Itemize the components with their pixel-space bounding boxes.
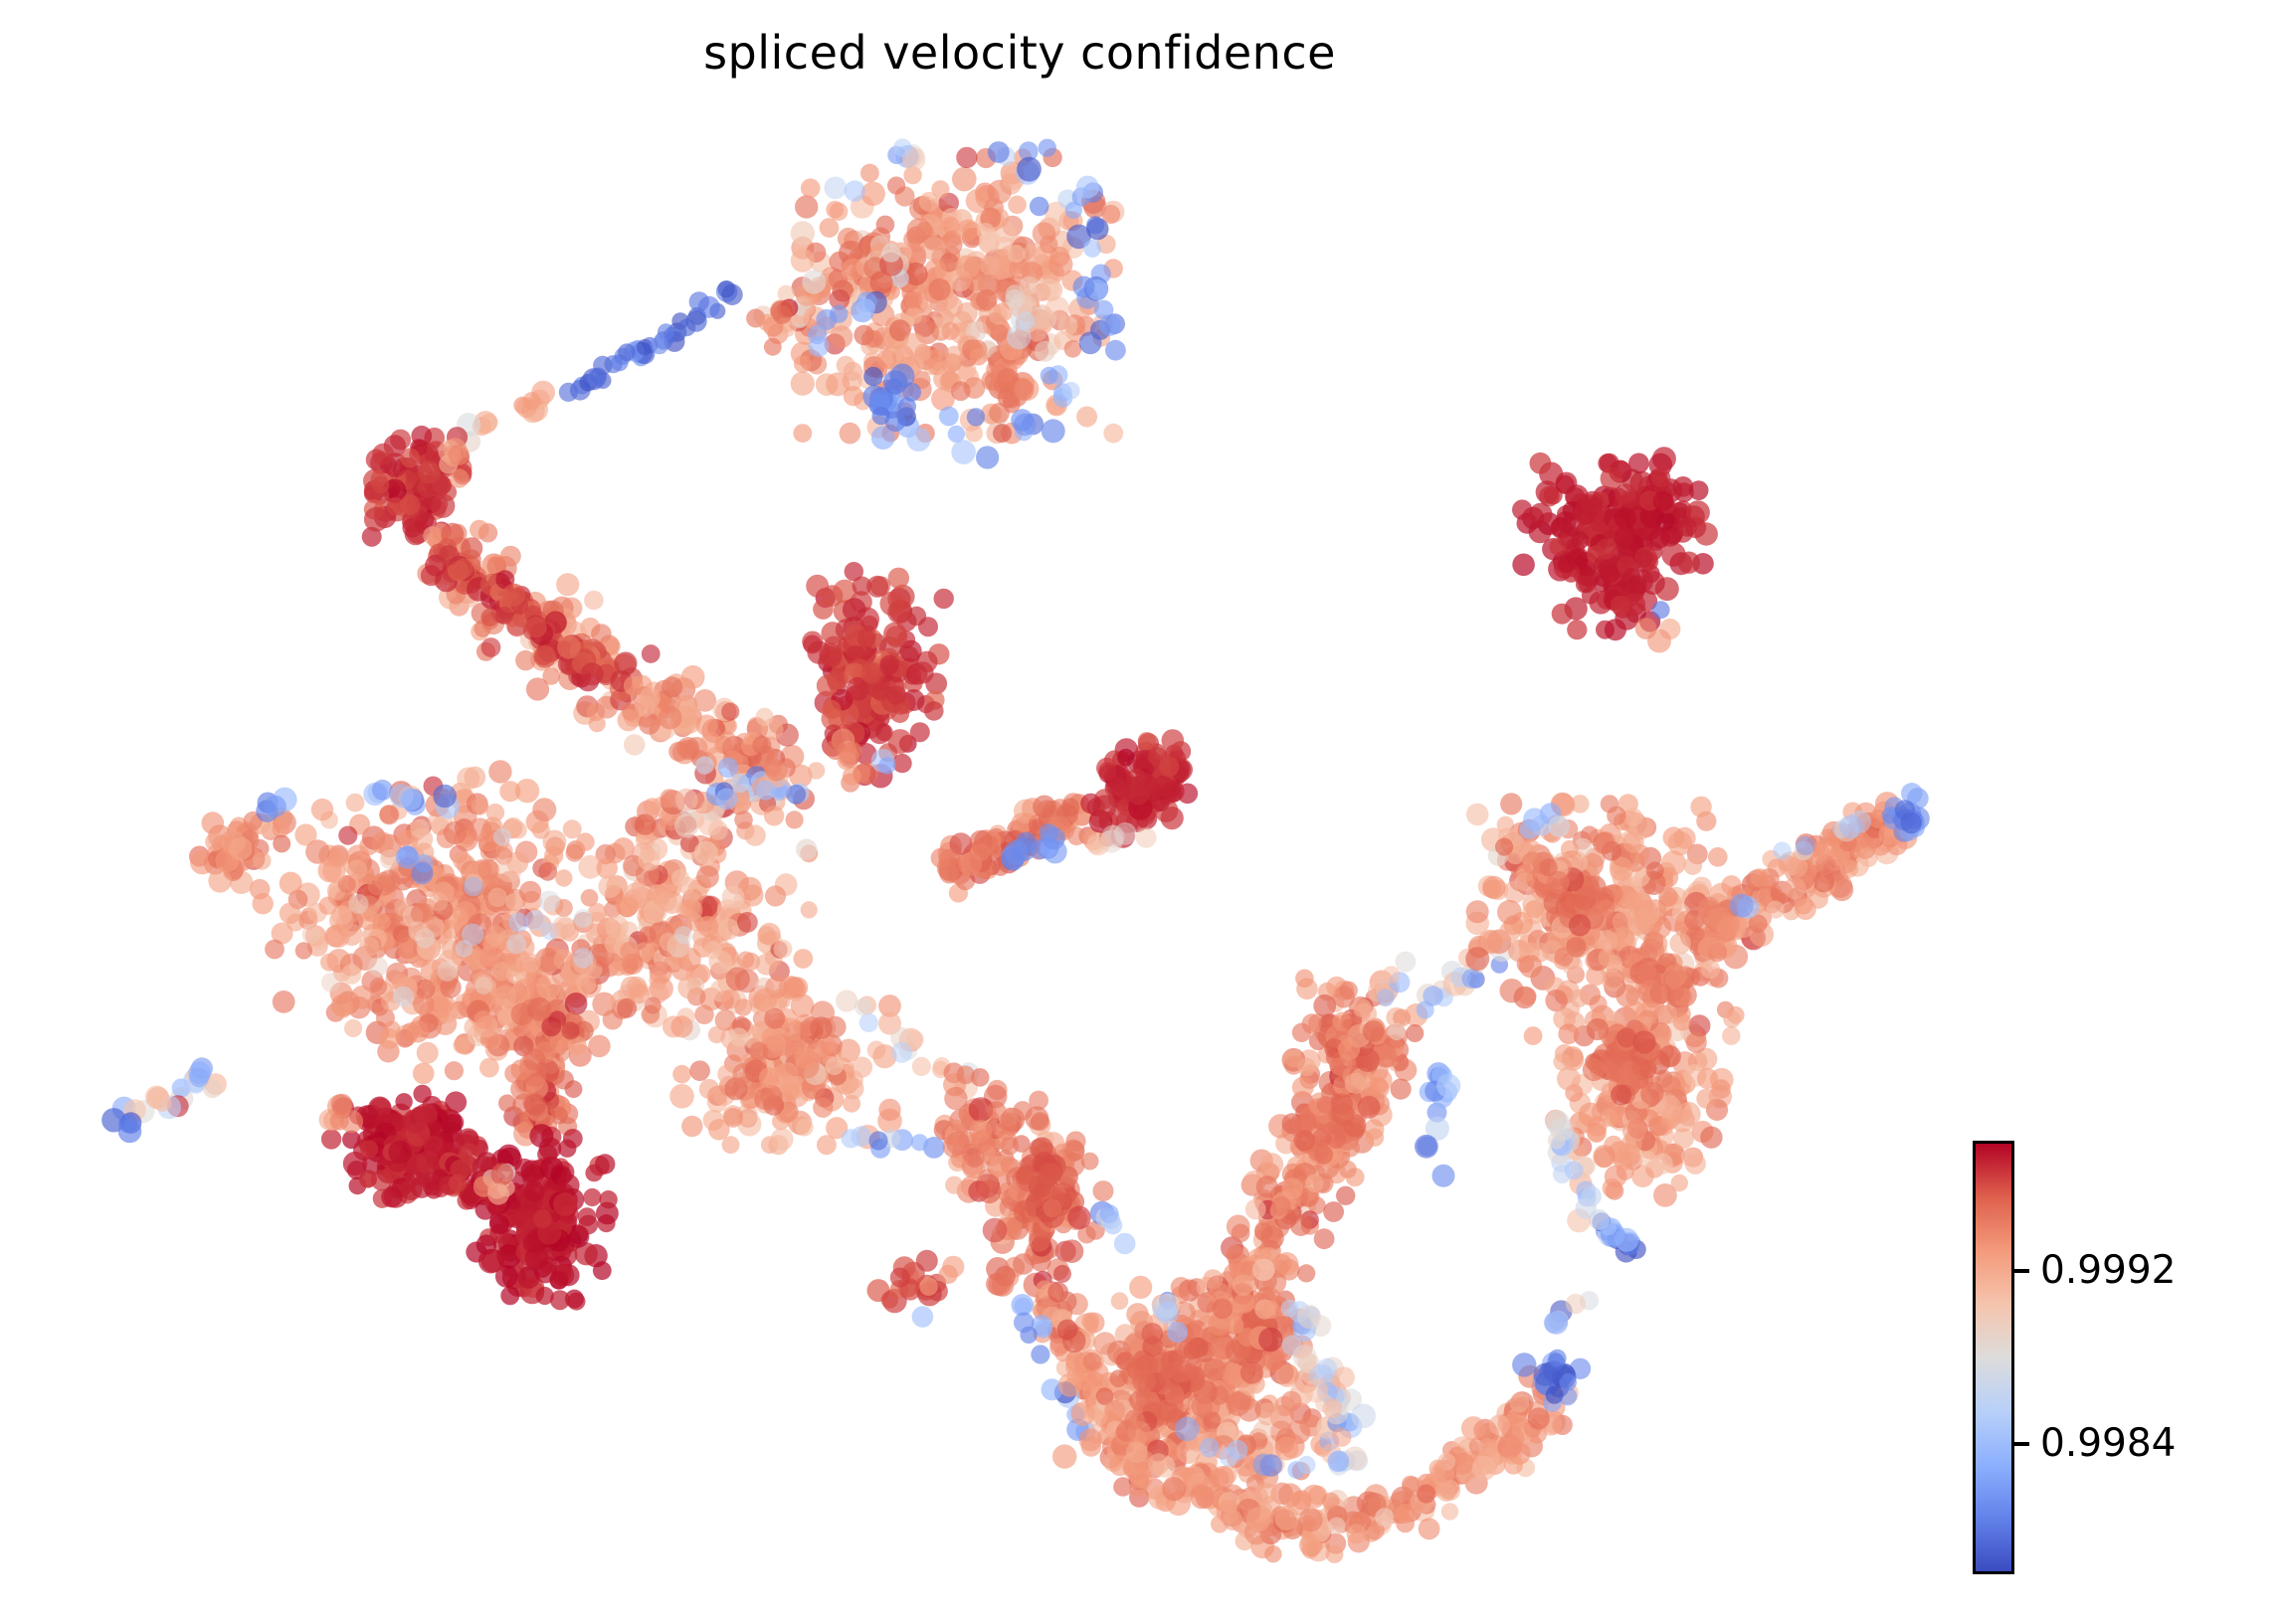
colorbar-tick-label: 0.9984 <box>2040 1421 2177 1467</box>
plot-title: spliced velocity confidence <box>703 26 1336 80</box>
colorbar-tick <box>2014 1442 2029 1447</box>
colorbar-tick-label: 0.9992 <box>2040 1247 2177 1293</box>
colorbar: 0.9992 0.9984 <box>1973 1141 2176 1574</box>
colorbar-gradient <box>1973 1141 2014 1574</box>
colorbar-tick <box>2014 1268 2029 1273</box>
